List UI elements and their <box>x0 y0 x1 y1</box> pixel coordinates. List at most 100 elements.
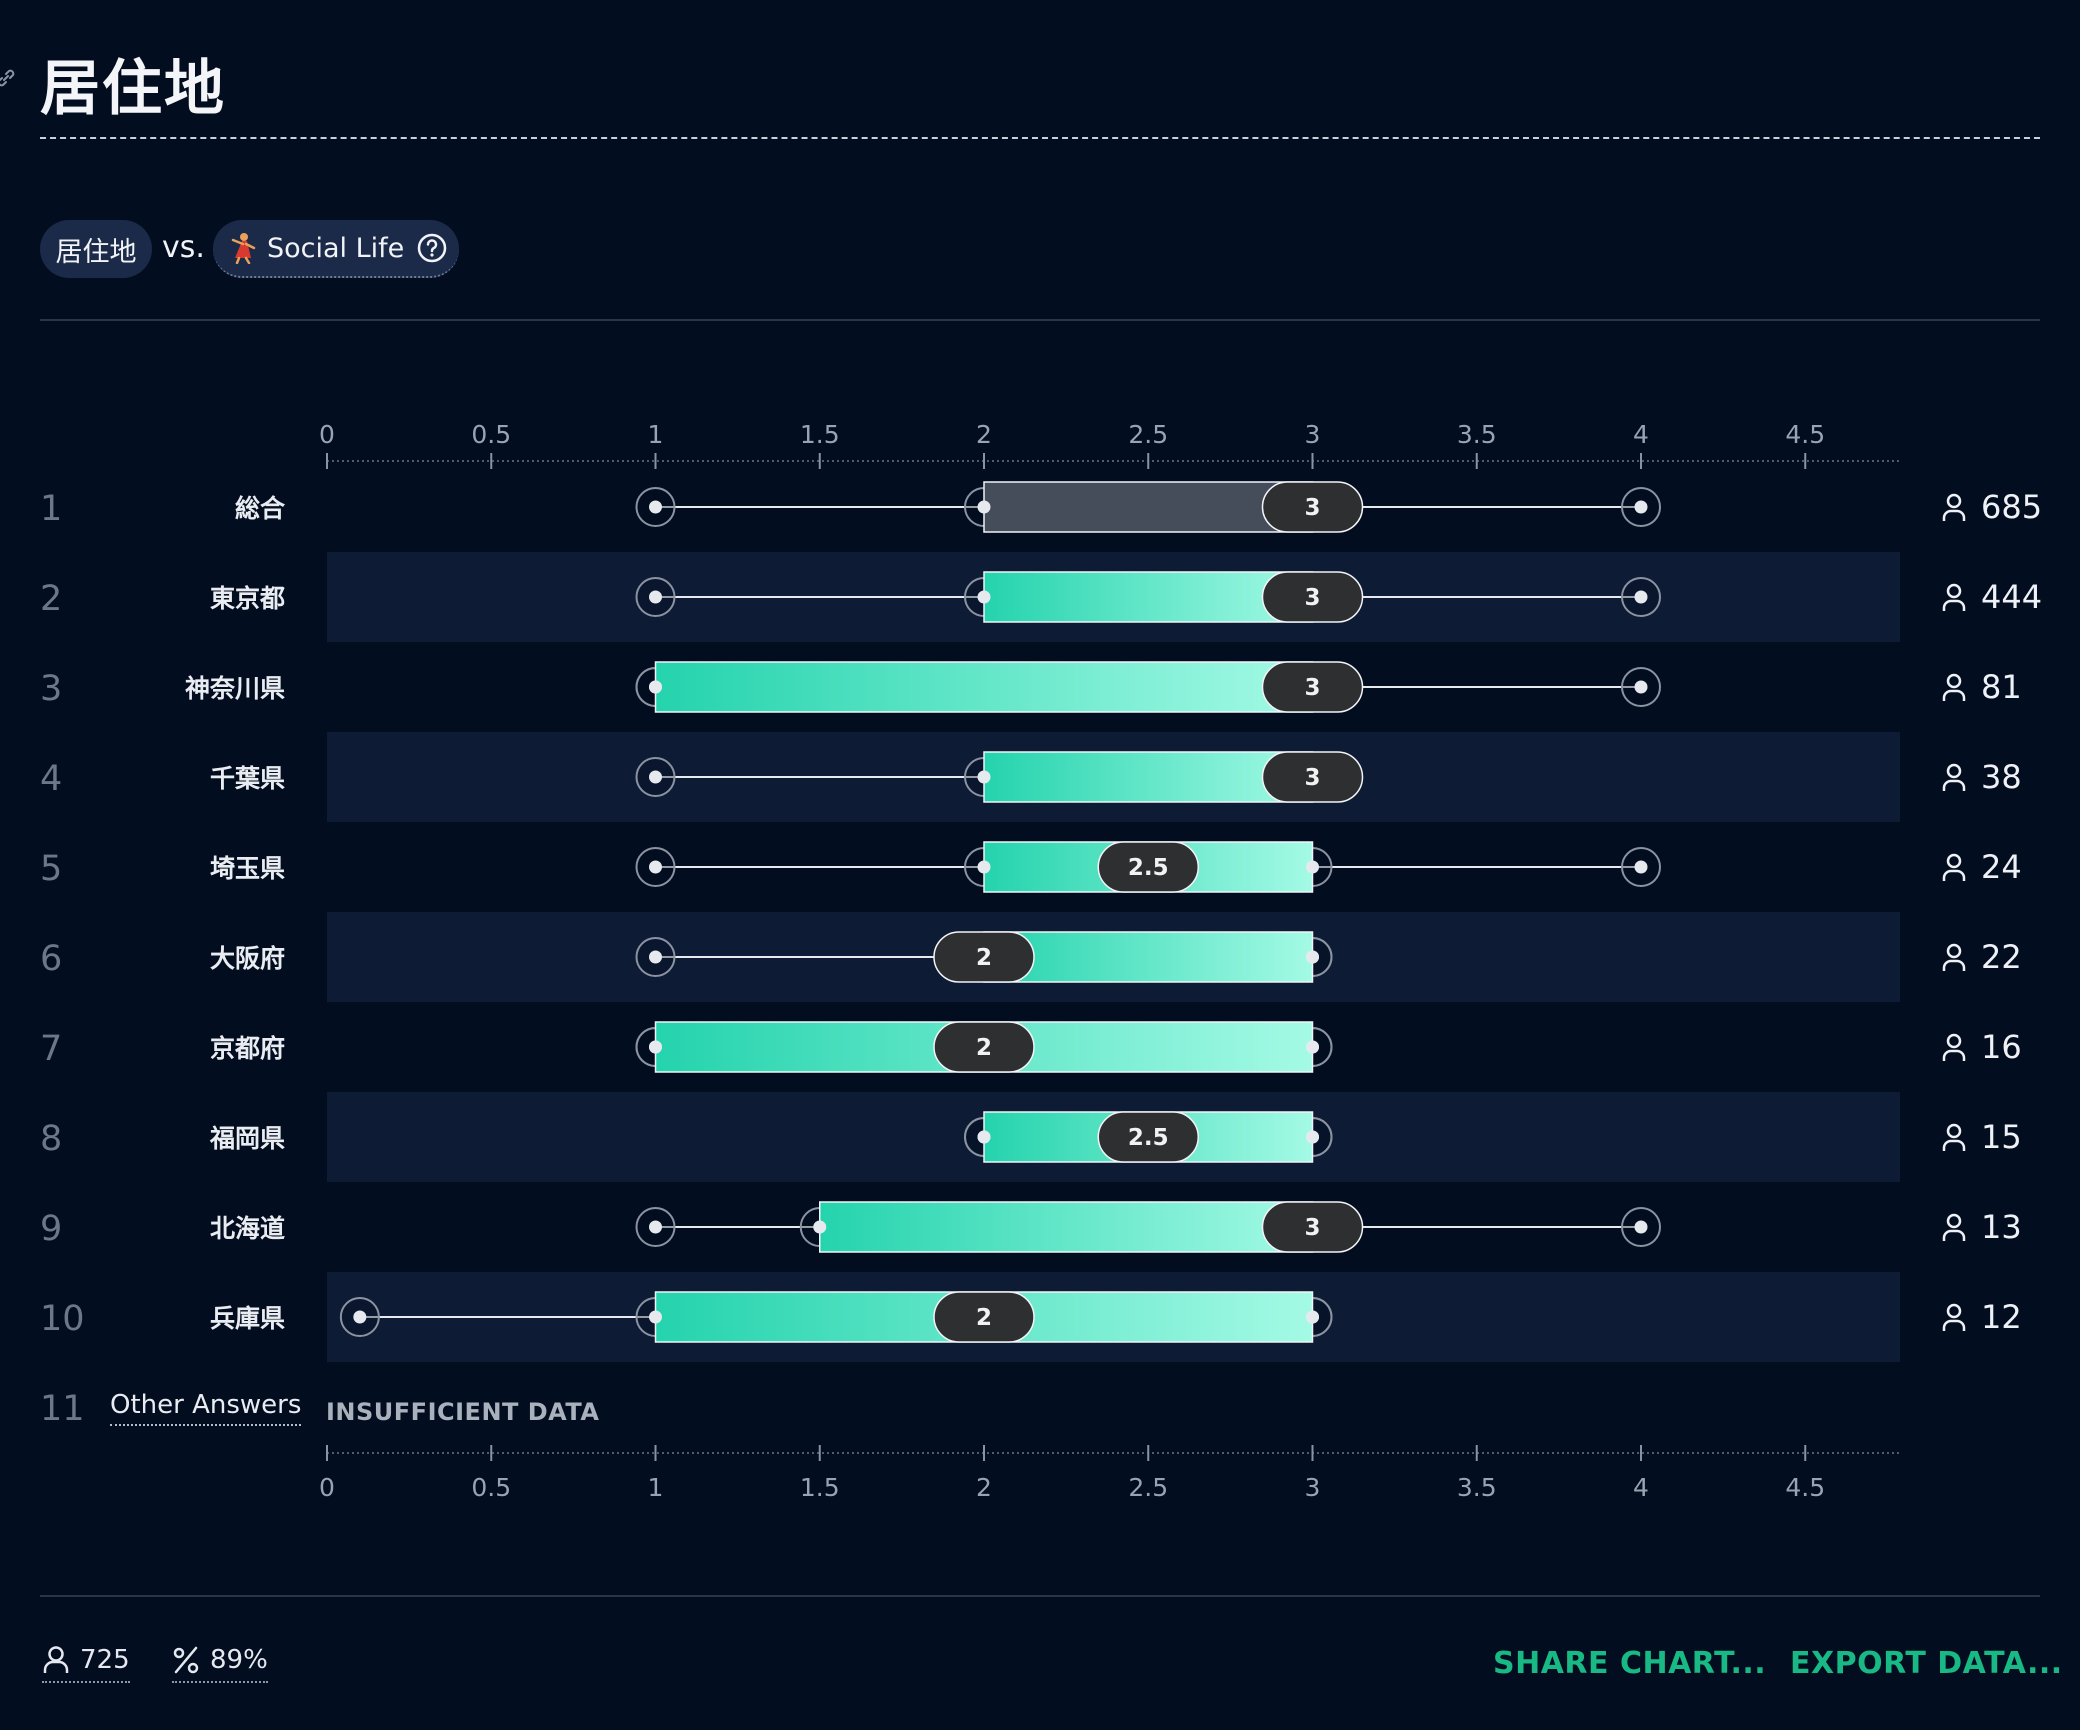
median-badge[interactable] <box>1097 841 1199 893</box>
header-divider <box>40 319 2040 321</box>
row-rank: 2 <box>40 579 62 619</box>
median-badge[interactable] <box>933 1021 1035 1073</box>
top-tick-label: 4.5 <box>1785 420 1825 449</box>
person-icon-head <box>1946 943 1962 959</box>
box-plot-chart: 0 0.5 1 1.5 2 2.5 3 3.5 4 4.5 0 0.5 1 1.5 2 2.5 3 3.5 4 4.5… <box>40 420 2042 1502</box>
row-label: 福岡県 <box>209 1124 285 1153</box>
respondents-stat[interactable]: 725 <box>42 1645 130 1683</box>
export-data-button[interactable]: EXPORT DATA... <box>1790 1646 2063 1681</box>
person-icon-body <box>1942 689 1966 701</box>
median-badge[interactable] <box>1261 1201 1364 1253</box>
median-badge[interactable] <box>1097 1111 1199 1163</box>
q1-marker-dot <box>977 860 991 874</box>
person-icon-body <box>1942 509 1966 521</box>
link-icon[interactable] <box>0 66 18 90</box>
person-icon <box>1942 1213 1966 1241</box>
median-badge[interactable] <box>1261 571 1364 623</box>
median-label: 3 <box>1304 675 1320 701</box>
q1-marker-dot <box>977 770 991 784</box>
person-icon-head <box>1946 493 1962 509</box>
median-label: 3 <box>1304 765 1320 791</box>
box-row[interactable]: 10 兵庫県 2 12 <box>40 1291 2022 1343</box>
row-label: 千葉県 <box>210 764 285 793</box>
row-label: 北海道 <box>210 1214 285 1243</box>
question-a-pill[interactable]: 居住地 <box>40 220 152 278</box>
median-label: 2.5 <box>1128 1125 1169 1151</box>
person-icon-head <box>1946 853 1962 869</box>
row-label: 総合 <box>235 494 286 523</box>
person-icon <box>1942 673 1966 701</box>
row-count: 24 <box>1981 848 2022 886</box>
row-rank: 5 <box>40 849 62 889</box>
row-label: 大阪府 <box>210 944 285 973</box>
top-tick-label: 4 <box>1633 420 1649 449</box>
median-badge[interactable] <box>933 931 1035 983</box>
share-chart-button[interactable]: SHARE CHART... <box>1493 1646 1767 1681</box>
person-icon-body <box>1942 1319 1966 1331</box>
min-marker-dot <box>649 1220 662 1234</box>
person-icon-head <box>1946 673 1962 689</box>
bottom-tick-label: 1.5 <box>800 1473 840 1502</box>
person-icon-body <box>1942 869 1966 881</box>
box-row[interactable]: 2 東京都 3 444 <box>40 571 2042 623</box>
person-icon-head <box>1946 583 1962 599</box>
bottom-tick-label: 4 <box>1633 1473 1649 1502</box>
row-label: 東京都 <box>210 584 285 613</box>
box-row[interactable]: 8 福岡県 2.5 15 <box>40 1111 2022 1163</box>
box-row[interactable]: 4 千葉県 3 38 <box>40 751 2022 803</box>
min-marker-dot <box>649 860 662 874</box>
median-label: 3 <box>1304 585 1320 611</box>
insufficient-data-label: INSUFFICIENT DATA <box>326 1398 600 1426</box>
median-label: 2 <box>976 1035 992 1061</box>
row-label: 神奈川県 <box>185 674 285 703</box>
row-label: 埼玉県 <box>210 854 285 883</box>
min-marker-dot <box>649 950 662 964</box>
box-row[interactable]: 1 総合 3 685 <box>40 481 2042 533</box>
other-answers-label[interactable]: Other Answers <box>110 1390 302 1426</box>
help-icon[interactable] <box>416 232 448 264</box>
row-label: 兵庫県 <box>210 1304 285 1333</box>
box-row[interactable]: 5 埼玉県 2.5 24 <box>40 841 2022 893</box>
median-label: 2 <box>976 945 992 971</box>
q1-marker-dot <box>649 680 662 694</box>
max-marker-dot <box>1306 1040 1319 1054</box>
bottom-tick-label: 0 <box>319 1473 335 1502</box>
person-icon <box>43 1646 69 1673</box>
q3-marker-dot <box>1306 860 1319 874</box>
row-count: 38 <box>1981 758 2022 796</box>
bottom-tick-label: 2 <box>976 1473 992 1502</box>
median-label: 2 <box>976 1305 992 1331</box>
median-label: 2.5 <box>1128 855 1169 881</box>
row-count: 13 <box>1981 1208 2022 1246</box>
q1-marker-dot <box>977 1130 991 1144</box>
person-icon <box>1942 853 1966 881</box>
percent-icon <box>173 1646 199 1674</box>
person-icon-body <box>1942 1049 1966 1061</box>
min-marker-dot <box>649 500 662 514</box>
median-badge[interactable] <box>933 1291 1035 1343</box>
box-row[interactable]: 9 北海道 3 13 <box>40 1201 2022 1253</box>
box-row[interactable]: 6 大阪府 2 22 <box>40 931 2022 983</box>
row-rank: 9 <box>40 1209 62 1249</box>
percent-value: 89% <box>210 1645 268 1675</box>
median-badge[interactable] <box>1261 661 1364 713</box>
iqr-bar <box>983 481 1314 533</box>
top-tick-label: 3 <box>1305 420 1321 449</box>
person-icon-head <box>1946 1213 1962 1229</box>
percent-stat[interactable]: 89% <box>172 1645 268 1683</box>
median-badge[interactable] <box>1261 481 1364 533</box>
person-icon <box>1942 1303 1966 1331</box>
box-row[interactable]: 3 神奈川県 3 81 <box>40 661 2022 713</box>
max-marker-dot <box>1634 1220 1648 1234</box>
row-count: 12 <box>1981 1298 2022 1336</box>
box-row[interactable]: 7 京都府 2 16 <box>40 1021 2022 1073</box>
min-marker-dot <box>353 1310 367 1324</box>
median-badge[interactable] <box>1261 751 1364 803</box>
max-marker-dot <box>1634 860 1648 874</box>
top-tick-label: 0.5 <box>471 420 511 449</box>
q1-marker-dot <box>977 590 991 604</box>
person-icon-body <box>1942 1229 1966 1241</box>
top-tick-label: 2 <box>976 420 992 449</box>
row-rank: 1 <box>40 489 62 529</box>
question-b-pill[interactable]: Social Life <box>213 220 459 278</box>
